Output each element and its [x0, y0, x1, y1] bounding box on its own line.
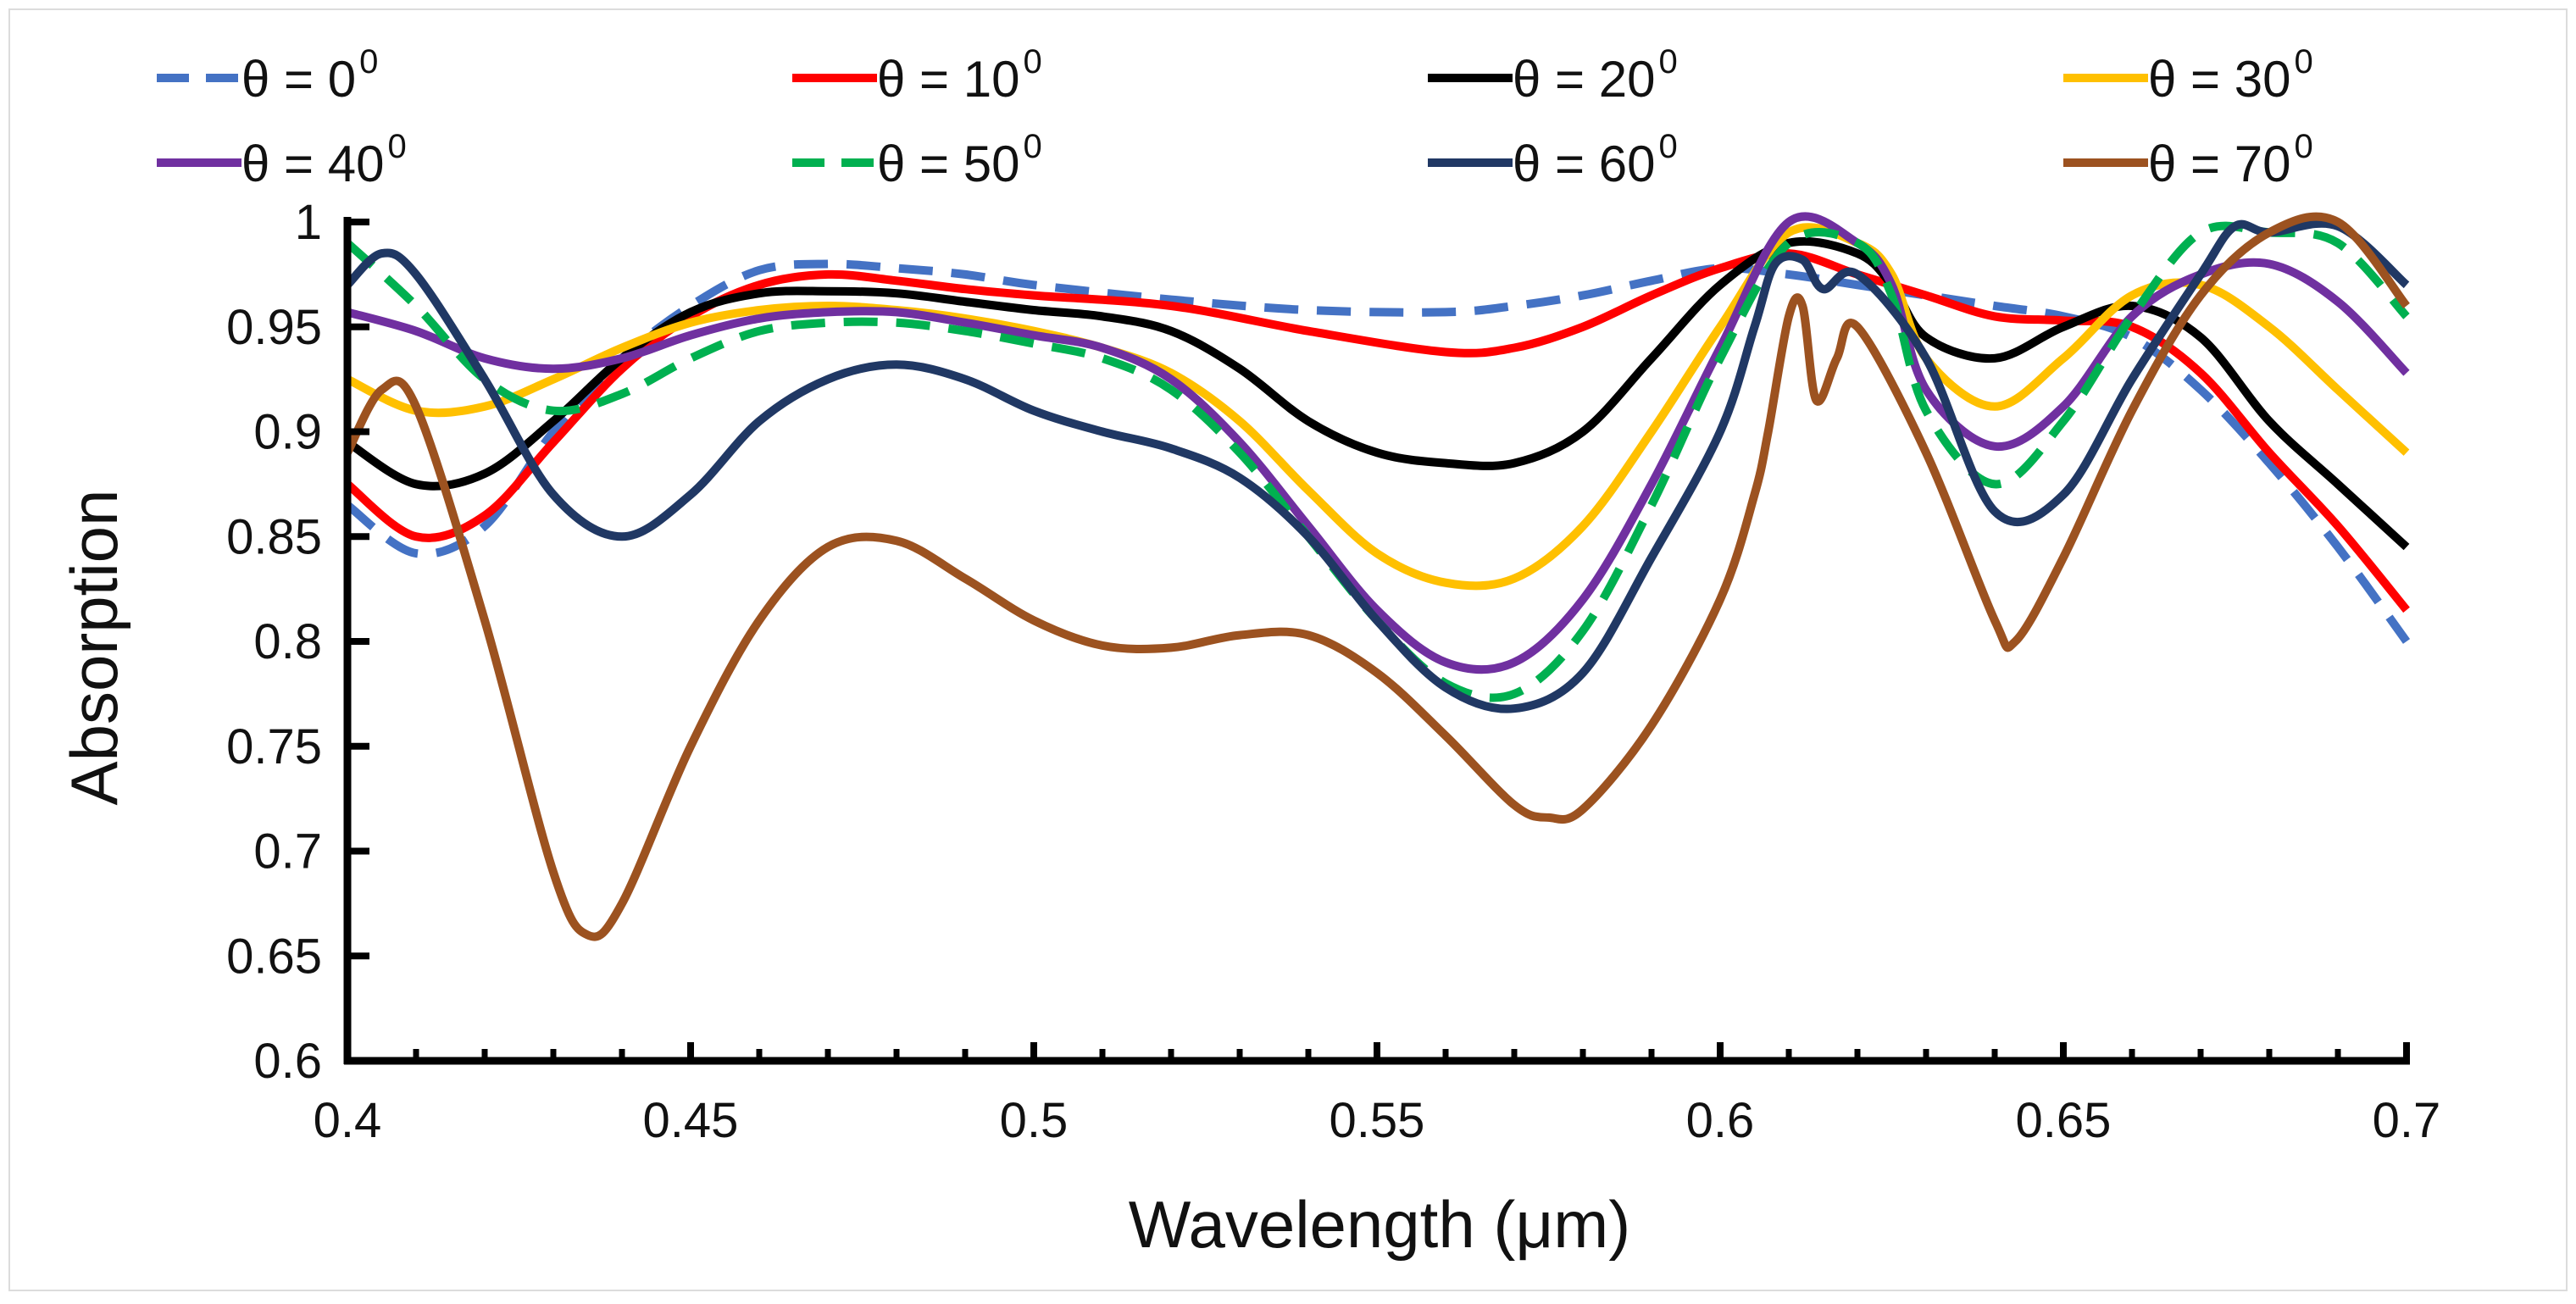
x-tick-label: 0.5	[1000, 1093, 1069, 1148]
legend-item-6: θ = 60 0	[1428, 128, 1678, 192]
legend-item-4: θ = 40 0	[157, 128, 407, 192]
legend-item-3: θ = 30 0	[2063, 43, 2313, 108]
axes-layer: 0.4 0.45 0.5 0.55 0.6 0.65 0.7 0.6 0.65 0.7 0.75 0.…	[226, 195, 2440, 1148]
y-tick-label: 0.65	[226, 929, 322, 984]
series-line-6	[344, 219, 2410, 713]
y-tick-label: 0.85	[226, 509, 322, 564]
y-tick-label: 0.7	[253, 824, 322, 880]
x-tick-label: 0.6	[1686, 1093, 1755, 1148]
legend-label: θ = 60	[1513, 136, 1656, 192]
legend-label-superscript: 0	[1659, 128, 1678, 165]
legend-label: θ = 50	[877, 136, 1020, 192]
legend-item-1: θ = 10 0	[792, 43, 1042, 108]
legend-label: θ = 20	[1513, 51, 1656, 108]
legend-label-superscript: 0	[2295, 43, 2313, 80]
series-line-2	[345, 236, 2410, 551]
legend-label: θ = 30	[2148, 51, 2291, 108]
legend-label-superscript: 0	[1659, 43, 1678, 80]
y-tick-label: 0.8	[253, 614, 322, 669]
y-tick-label: 0.75	[226, 719, 322, 774]
chart-frame	[8, 8, 2568, 1291]
y-tick-label: 0.6	[253, 1034, 322, 1089]
y-tick-label: 1	[295, 195, 322, 250]
legend-label-superscript: 0	[388, 128, 407, 165]
legend-label-superscript: 0	[2295, 128, 2313, 165]
x-tick-label: 0.65	[2016, 1093, 2112, 1148]
series-line-7	[343, 212, 2410, 941]
legend-label: θ = 0	[242, 51, 356, 108]
series-line-1	[344, 249, 2410, 613]
y-axis-title: Absorption	[57, 490, 131, 806]
x-axis-title: Wavelength (μm)	[1129, 1187, 1631, 1262]
series-line-5	[344, 221, 2410, 702]
legend-label: θ = 40	[242, 136, 385, 192]
legend-label: θ = 70	[2148, 136, 2291, 192]
x-tick-label: 0.7	[2373, 1093, 2441, 1148]
series-line-4	[346, 212, 2410, 674]
legend-label-superscript: 0	[1024, 43, 1042, 80]
legend-label-superscript: 0	[359, 43, 378, 80]
legend-label-superscript: 0	[1024, 128, 1042, 165]
y-tick-label: 0.9	[253, 405, 322, 460]
x-tick-label: 0.45	[643, 1093, 739, 1148]
y-tick-label: 0.95	[226, 300, 322, 355]
legend-label: θ = 10	[877, 51, 1020, 108]
legend-item-7: θ = 70 0	[2063, 128, 2313, 192]
series-line-3	[345, 223, 2410, 591]
legend-item-5: θ = 50 0	[792, 128, 1042, 192]
legend-item-2: θ = 20 0	[1428, 43, 1678, 108]
series-layer	[343, 212, 2411, 941]
x-tick-label: 0.4	[314, 1093, 382, 1148]
x-tick-label: 0.55	[1330, 1093, 1425, 1148]
